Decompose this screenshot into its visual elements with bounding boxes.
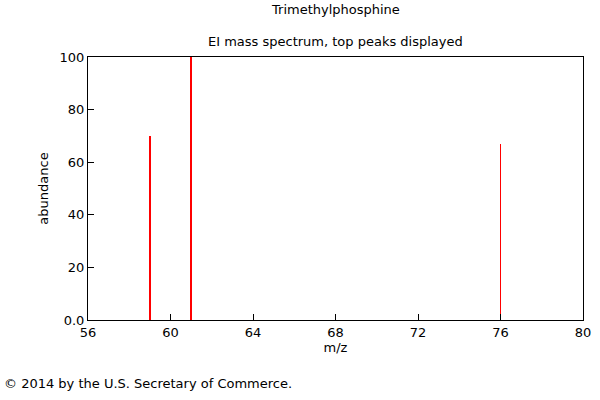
svg-text:76: 76 [492, 325, 509, 340]
svg-text:72: 72 [410, 325, 427, 340]
svg-text:80: 80 [68, 102, 85, 117]
svg-text:60: 60 [68, 155, 85, 170]
svg-text:20: 20 [68, 260, 85, 275]
svg-text:40: 40 [68, 207, 85, 222]
svg-text:80: 80 [575, 325, 592, 340]
svg-text:56: 56 [80, 325, 97, 340]
svg-text:abundance: abundance [36, 152, 51, 224]
svg-text:60: 60 [162, 325, 179, 340]
svg-text:100: 100 [60, 50, 85, 65]
svg-text:© 2014 by the U.S. Secretary o: © 2014 by the U.S. Secretary of Commerce… [4, 376, 292, 391]
svg-text:m/z: m/z [324, 340, 348, 355]
svg-text:Trimethylphosphine: Trimethylphosphine [271, 2, 400, 17]
svg-text:64: 64 [245, 325, 262, 340]
svg-text:68: 68 [327, 325, 344, 340]
svg-text:0.0: 0.0 [64, 313, 85, 328]
svg-text:EI mass spectrum, top peaks di: EI mass spectrum, top peaks displayed [208, 34, 463, 49]
